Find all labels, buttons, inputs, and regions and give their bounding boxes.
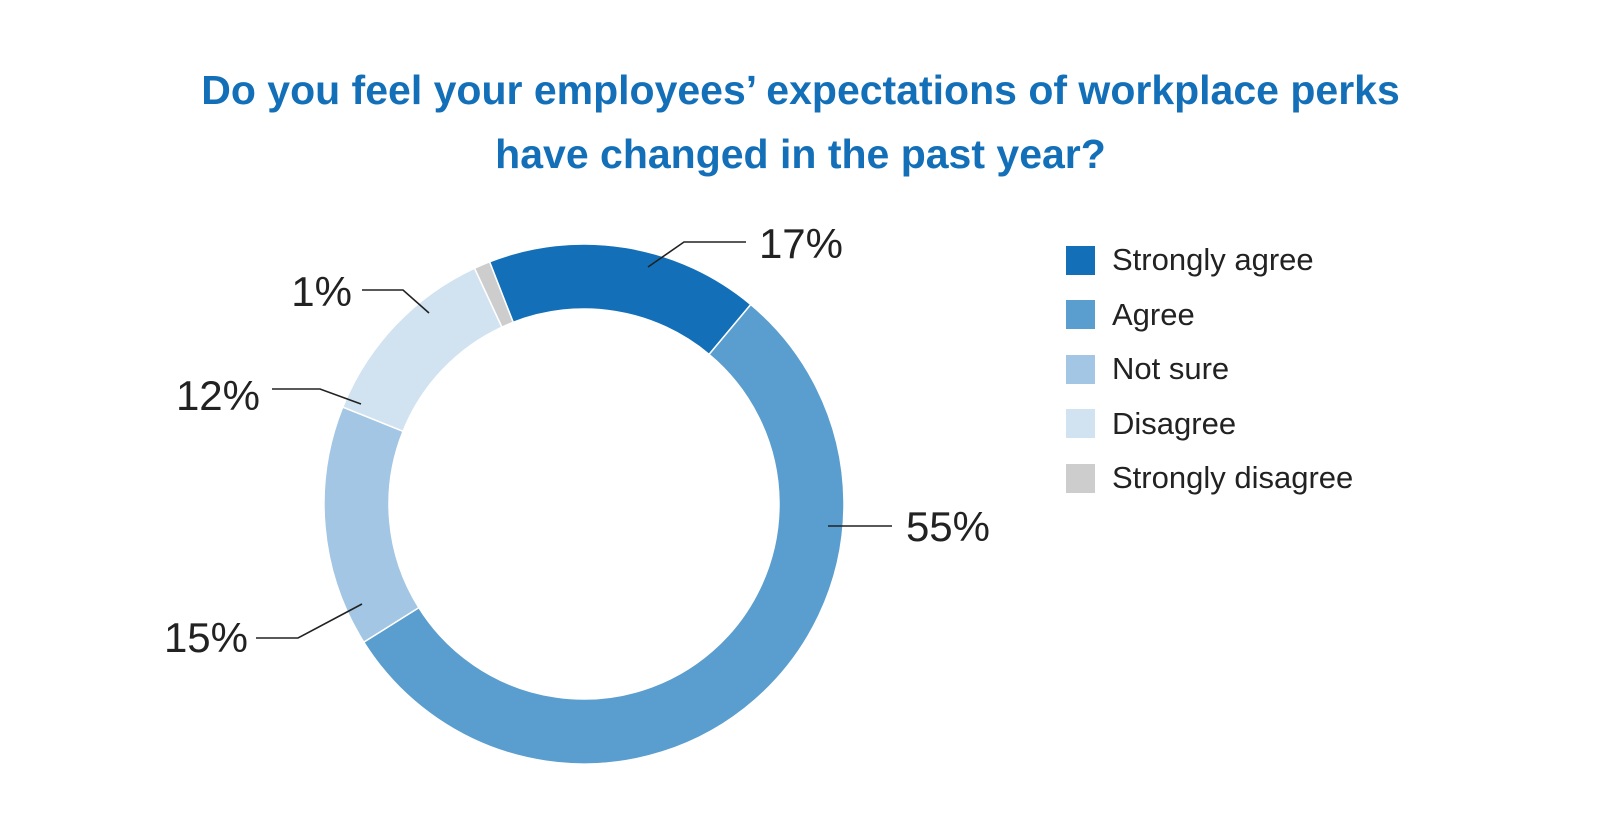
legend-swatch-strongly-agree	[1066, 245, 1095, 275]
legend-label-strongly-disagree: Strongly disagree	[1112, 460, 1354, 496]
legend-swatch-strongly-disagree	[1066, 463, 1095, 493]
slice-strongly-agree	[488, 243, 752, 356]
value-label-disagree: 12%	[176, 372, 260, 419]
slice-strongly-disagree	[473, 260, 515, 329]
leader-lines	[256, 241, 892, 639]
value-label-not-sure: 15%	[164, 614, 248, 661]
leader-line-not-sure	[256, 603, 363, 639]
legend-swatch-agree	[1066, 300, 1095, 330]
slice-not-sure	[323, 406, 420, 644]
chart-legend: Strongly agree Agree Not sure Disagree Stron…	[1066, 233, 1353, 506]
slice-disagree	[341, 267, 503, 433]
leader-line-strongly-disagree	[362, 289, 430, 314]
legend-label-disagree: Disagree	[1112, 405, 1237, 441]
value-labels: 17% 55% 15% 12% 1%	[164, 220, 990, 661]
leader-line-strongly-agree	[647, 241, 746, 268]
legend-label-agree: Agree	[1112, 296, 1195, 332]
legend-swatch-not-sure	[1066, 354, 1095, 384]
legend-item-disagree: Disagree	[1066, 397, 1353, 452]
legend-item-strongly-agree: Strongly agree	[1066, 233, 1353, 288]
leader-line-disagree	[272, 388, 362, 405]
chart-title: Do you feel your employees’ expectations…	[0, 58, 1601, 186]
legend-swatch-disagree	[1066, 409, 1095, 439]
slice-agree	[362, 303, 845, 765]
legend-label-strongly-agree: Strongly agree	[1112, 242, 1314, 278]
legend-label-not-sure: Not sure	[1112, 351, 1230, 387]
chart-title-line-2: have changed in the past year?	[495, 131, 1106, 177]
chart-title-line-1: Do you feel your employees’ expectations…	[201, 67, 1400, 113]
legend-item-agree: Agree	[1066, 288, 1353, 343]
value-label-agree: 55%	[906, 503, 990, 550]
legend-item-not-sure: Not sure	[1066, 342, 1353, 397]
donut-slices	[323, 243, 845, 765]
value-label-strongly-disagree: 1%	[291, 268, 352, 315]
legend-item-strongly-disagree: Strongly disagree	[1066, 451, 1353, 506]
value-label-strongly-agree: 17%	[759, 220, 843, 267]
